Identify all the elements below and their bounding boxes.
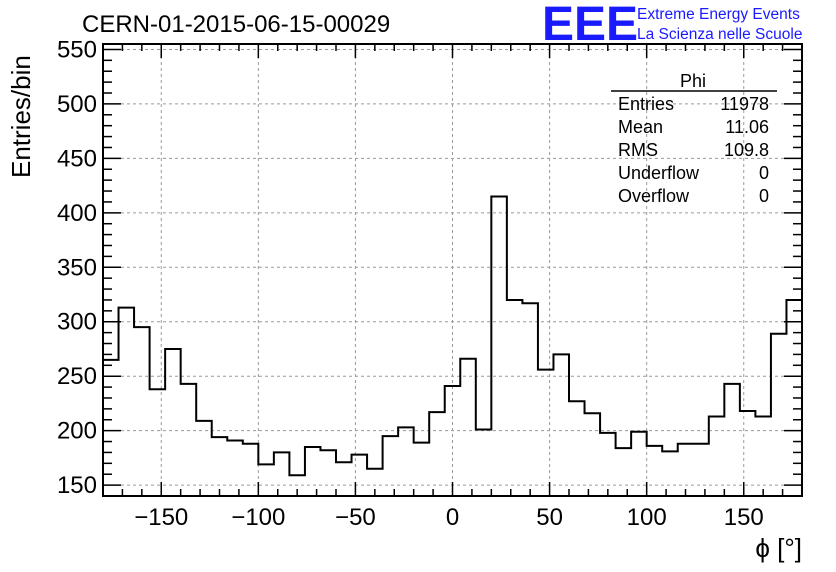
y-tick-label: 200 — [57, 418, 97, 445]
x-tick-label: 150 — [724, 504, 764, 531]
y-tick-label: 500 — [57, 91, 97, 118]
x-tick-label: 50 — [536, 504, 563, 531]
eee-logo: EEE Extreme Energy Events La Scienza nel… — [542, 0, 802, 51]
x-axis-label: ϕ [°] — [755, 533, 802, 563]
stats-row-label: Mean — [618, 117, 663, 137]
grid-lines — [103, 44, 802, 496]
x-tick-label: −50 — [335, 504, 376, 531]
stats-row-value: 11978 — [720, 94, 769, 114]
x-tick-label: −100 — [231, 504, 285, 531]
y-tick-label: 350 — [57, 254, 97, 281]
eee-logo-mark: EEE — [542, 0, 638, 51]
stats-row-value: 109.8 — [724, 140, 769, 160]
stats-row-label: Overflow — [618, 186, 690, 206]
stats-box: Phi Entries 11978 Mean 11.06 RMS 109.8 Underfl… — [611, 71, 777, 206]
stats-row-value: 0 — [759, 186, 769, 206]
axis-ticks — [103, 44, 802, 496]
stats-row-value: 11.06 — [725, 117, 769, 137]
y-tick-label: 400 — [57, 200, 97, 227]
stats-row-label: Entries — [618, 94, 674, 114]
y-tick-label: 150 — [57, 472, 97, 499]
y-tick-label: 250 — [57, 363, 97, 390]
y-tick-label: 550 — [57, 36, 97, 63]
stats-box-title: Phi — [680, 71, 706, 91]
stats-row-label: RMS — [618, 140, 658, 160]
stats-row-value: 0 — [759, 163, 769, 183]
histogram-series-line — [103, 195, 803, 477]
logo-line-2: La Scienza nelle Scuole — [637, 26, 802, 43]
x-tick-label: 100 — [627, 504, 667, 531]
y-tick-label: 450 — [57, 145, 97, 172]
logo-line-1: Extreme Energy Events — [637, 6, 800, 23]
x-axis-tick-labels: −150 −100 −50 0 50 100 150 — [134, 504, 764, 531]
chart-title: CERN-01-2015-06-15-00029 — [82, 11, 390, 38]
y-axis-tick-labels: 150 200 250 300 350 400 450 500 550 — [57, 36, 97, 499]
y-tick-label: 300 — [57, 309, 97, 336]
stats-row-label: Underflow — [618, 163, 700, 183]
x-tick-label: −150 — [134, 504, 188, 531]
y-axis-label: Entries/bin — [6, 55, 36, 178]
x-tick-label: 0 — [446, 504, 459, 531]
